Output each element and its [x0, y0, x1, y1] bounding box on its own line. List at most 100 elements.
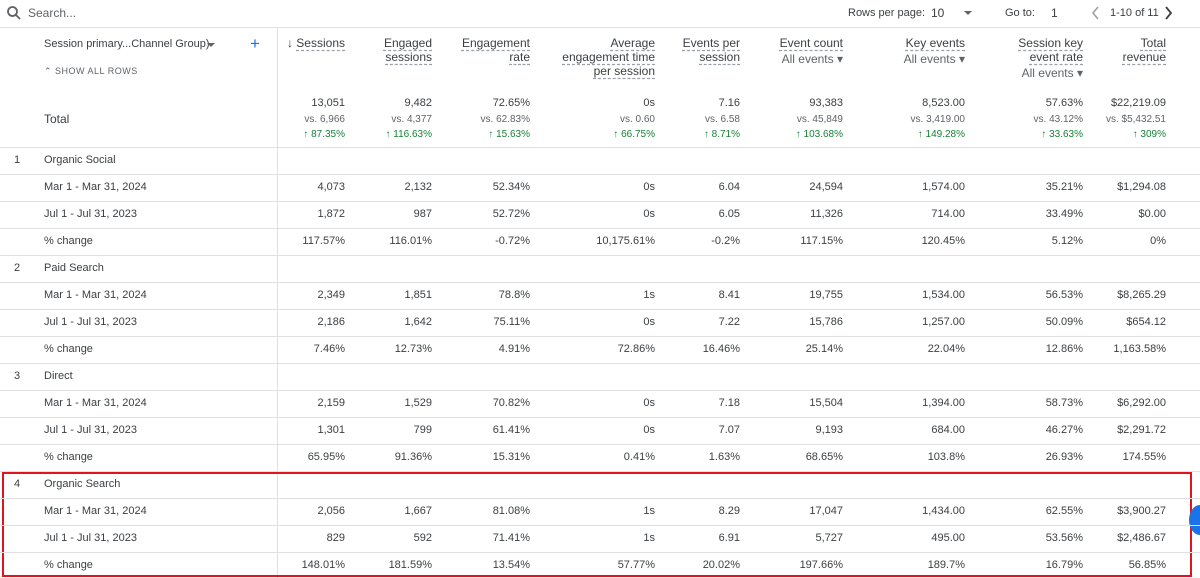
column-header: Engaged sessions — [372, 36, 432, 64]
cell-value: 684.00 — [931, 424, 965, 436]
cell-value: 1s — [643, 505, 655, 517]
cell-value: 7.22 — [718, 316, 740, 328]
cell-value: 1,529 — [404, 397, 432, 409]
column-name[interactable]: Key events — [905, 36, 965, 50]
total-compare: vs. $5,432.51 — [1105, 114, 1166, 125]
cell-value: 987 — [413, 208, 432, 220]
column-name[interactable]: Event count — [779, 36, 843, 50]
row-divider — [0, 498, 1200, 499]
cell-value: 1,574.00 — [922, 181, 965, 193]
cell-value: $1,294.08 — [1117, 181, 1166, 193]
cell-value: 52.72% — [492, 208, 530, 220]
row-label: % change — [44, 235, 93, 247]
total-value: 0s — [643, 97, 655, 109]
cell-value: 81.08% — [492, 505, 530, 517]
total-compare: vs. 43.12% — [1033, 114, 1083, 125]
cell-value: 25.14% — [805, 343, 843, 355]
total-change: ↑ 8.71% — [703, 129, 740, 140]
cell-value: 2,056 — [317, 505, 345, 517]
cell-value: 116.01% — [389, 235, 432, 247]
prev-page[interactable] — [1090, 5, 1102, 21]
divider — [0, 27, 1200, 28]
cell-value: 1,667 — [404, 505, 432, 517]
column-name[interactable]: Engaged sessions — [383, 36, 432, 64]
next-page[interactable] — [1163, 5, 1175, 21]
show-all-text[interactable]: SHOW ALL ROWS — [55, 66, 138, 76]
cell-value: 7.18 — [718, 397, 740, 409]
total-change: ↑ 87.35% — [303, 129, 345, 140]
cell-value: 117.15% — [800, 235, 843, 247]
cell-value: 1,434.00 — [922, 505, 965, 517]
goto-input[interactable]: 1 — [1051, 6, 1058, 20]
cell-value: $2,486.67 — [1117, 532, 1166, 544]
cell-value: 7.46% — [313, 343, 345, 355]
total-compare: vs. 6.58 — [704, 114, 740, 125]
cell-value: 2,186 — [317, 316, 345, 328]
cell-value: 56.85% — [1128, 559, 1166, 571]
column-name[interactable]: Engagement rate — [461, 36, 530, 64]
floating-button[interactable] — [1189, 505, 1200, 535]
cell-value: 12.73% — [394, 343, 432, 355]
cell-value: $654.12 — [1126, 316, 1166, 328]
row-label: % change — [44, 559, 93, 571]
dropdown-arrow — [964, 11, 972, 15]
cell-value: 11,326 — [810, 208, 843, 220]
total-change: ↑ 149.28% — [917, 129, 965, 140]
total-change: ↑ 309% — [1132, 129, 1166, 140]
group-name: Organic Social — [44, 154, 116, 166]
cell-value: 181.59% — [388, 559, 432, 571]
cell-value: 1,394.00 — [922, 397, 965, 409]
dropdown-arrow — [207, 43, 215, 47]
group-name: Paid Search — [44, 262, 104, 274]
cell-value: 103.8% — [927, 451, 965, 463]
cell-value: 6.04 — [718, 181, 740, 193]
total-change: ↑ 15.63% — [488, 129, 530, 140]
total-value: 9,482 — [404, 97, 432, 109]
total-value: 7.16 — [718, 97, 740, 109]
cell-value: 91.36% — [394, 451, 432, 463]
show-all-rows[interactable]: ⌃ SHOW ALL ROWS — [44, 66, 138, 76]
cell-value: 495.00 — [931, 532, 965, 544]
column-header: Events per session — [680, 36, 740, 64]
search-input[interactable]: Search... — [28, 6, 77, 20]
cell-value: 75.11% — [493, 316, 531, 328]
column-name[interactable]: Total revenue — [1122, 36, 1166, 64]
row-divider — [0, 201, 1200, 202]
row-label: Jul 1 - Jul 31, 2023 — [44, 424, 137, 436]
cell-value: 4.91% — [498, 343, 530, 355]
cell-value: 8.29 — [718, 505, 740, 517]
add-dimension[interactable]: + — [250, 34, 260, 53]
group-index: 1 — [14, 154, 21, 166]
column-header: Average engagement time per session — [560, 36, 655, 78]
row-label: Mar 1 - Mar 31, 2024 — [44, 181, 147, 193]
cell-value: 4,073 — [317, 181, 345, 193]
cell-value: 20.02% — [702, 559, 740, 571]
cell-value: 8.41 — [718, 289, 740, 301]
cell-value: 7.07 — [718, 424, 740, 436]
cell-value: 72.86% — [617, 343, 655, 355]
rows-per-page[interactable]: 10 — [931, 6, 945, 20]
total-compare: vs. 45,849 — [796, 114, 843, 125]
row-divider — [0, 174, 1200, 175]
column-header: Engagement rate — [460, 36, 530, 64]
column-name[interactable]: Events per session — [682, 36, 740, 64]
cell-value: 26.93% — [1045, 451, 1083, 463]
cell-value: 5.12% — [1051, 235, 1083, 247]
row-divider — [0, 282, 1200, 283]
cell-value: 22.04% — [927, 343, 965, 355]
row-label: Jul 1 - Jul 31, 2023 — [44, 208, 137, 220]
cell-value: 70.82% — [492, 397, 530, 409]
cell-value: 197.66% — [799, 559, 843, 571]
column-name[interactable]: Average engagement time per session — [562, 36, 655, 78]
column-name[interactable]: Session key event rate — [1018, 36, 1083, 64]
column-name[interactable]: Sessions — [296, 36, 345, 50]
cell-value: 714.00 — [931, 208, 965, 220]
row-label: % change — [44, 451, 93, 463]
row-divider — [0, 336, 1200, 337]
cell-value: 0.41% — [623, 451, 655, 463]
cell-value: $3,900.27 — [1117, 505, 1166, 517]
cell-value: 15,786 — [809, 316, 843, 328]
dimension-label[interactable]: Session primary...Channel Group) — [44, 38, 210, 50]
cell-value: 6.91 — [718, 532, 740, 544]
